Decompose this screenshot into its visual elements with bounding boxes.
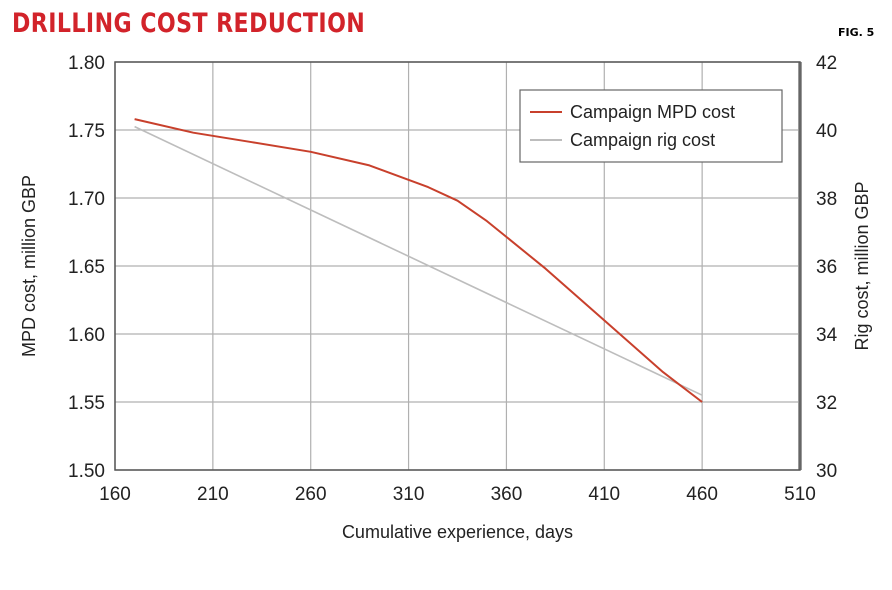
y-left-tick-label-4: 1.60 [68, 325, 105, 346]
x-tick-label-6: 460 [686, 484, 718, 505]
plot-frame [114, 61, 801, 471]
y-right-tick-label-6: 30 [816, 461, 837, 482]
series-line-rig-cost [134, 125, 703, 396]
legend-box [519, 89, 783, 163]
y-right-tick-label-5: 32 [816, 393, 837, 414]
y-right-axis-label: Rig cost, million GBP [852, 181, 872, 350]
y-left-tick-label-1: 1.75 [68, 121, 105, 142]
series-line-mpd-cost [134, 118, 703, 403]
y-right-tick-label-2: 38 [816, 189, 837, 210]
legend: Campaign MPD cost Campaign rig cost [519, 89, 783, 163]
legend-entry-rig: Campaign rig cost [570, 130, 715, 150]
x-tick-label-4: 360 [491, 484, 523, 505]
x-tick-label-0: 160 [99, 484, 131, 505]
x-axis-label: Cumulative experience, days [342, 522, 573, 542]
x-tick-label-5: 410 [588, 484, 620, 505]
legend-entry-mpd: Campaign MPD cost [570, 102, 735, 122]
x-tick-label-1: 210 [197, 484, 229, 505]
y-left-tick-label-5: 1.55 [68, 393, 105, 414]
y-right-tick-label-1: 40 [816, 121, 837, 142]
x-tick-labels: 160 210 260 310 360 410 460 510 [99, 484, 816, 505]
y-left-tick-label-0: 1.80 [68, 53, 105, 74]
y-right-tick-label-4: 34 [816, 325, 838, 346]
y-left-tick-labels: 1.80 1.75 1.70 1.65 1.60 1.55 1.50 [68, 53, 105, 482]
y-right-tick-label-3: 36 [816, 257, 837, 278]
x-tick-label-2: 260 [295, 484, 327, 505]
y-right-tick-label-0: 42 [816, 53, 837, 74]
y-right-tick-labels: 42 40 38 36 34 32 30 [816, 53, 838, 482]
y-left-tick-label-2: 1.70 [68, 189, 105, 210]
chart-title: DRILLING COST REDUCTION [12, 8, 366, 39]
y-left-axis-label: MPD cost, million GBP [19, 175, 39, 357]
y-left-tick-label-3: 1.65 [68, 257, 105, 278]
series-group [134, 118, 703, 403]
x-tick-label-7: 510 [784, 484, 816, 505]
figure-label: FIG. 5 [838, 26, 875, 39]
x-tick-label-3: 310 [393, 484, 425, 505]
y-left-tick-label-6: 1.50 [68, 461, 105, 482]
